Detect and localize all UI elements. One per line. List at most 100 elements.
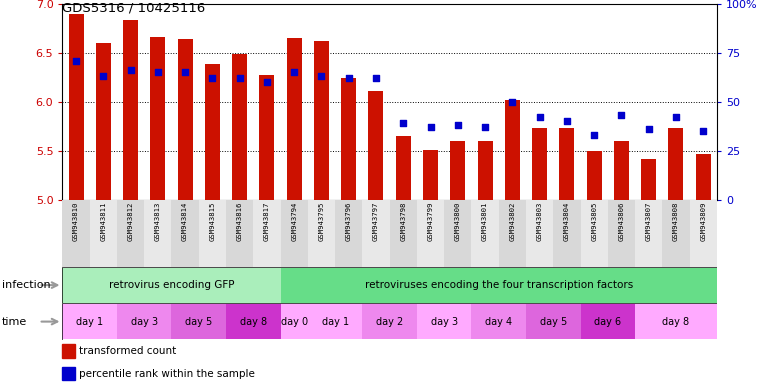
Text: GSM943809: GSM943809 (700, 202, 706, 241)
Text: GDS5316 / 10425116: GDS5316 / 10425116 (62, 2, 205, 15)
Bar (226, 304, 281, 339)
Text: retrovirus encoding GFP: retrovirus encoding GFP (109, 280, 234, 290)
Bar (368, 91, 384, 200)
Bar (151, 37, 165, 200)
Text: day 8: day 8 (240, 316, 267, 327)
Point (642, 126, 654, 132)
Text: GSM943804: GSM943804 (564, 202, 570, 241)
Text: day 3: day 3 (131, 316, 158, 327)
Text: GSM943811: GSM943811 (100, 202, 107, 241)
Bar (642, 159, 656, 200)
Bar (587, 151, 602, 200)
Text: retroviruses encoding the four transcription factors: retroviruses encoding the four transcrip… (365, 280, 633, 290)
Bar (362, 304, 417, 339)
Bar (281, 268, 717, 303)
Text: GSM943807: GSM943807 (645, 202, 651, 241)
Text: day 2: day 2 (376, 316, 403, 327)
Text: GSM943808: GSM943808 (673, 202, 679, 241)
Point (342, 75, 355, 81)
Bar (68, 14, 84, 200)
Text: GSM943799: GSM943799 (428, 202, 434, 241)
Text: transformed count: transformed count (79, 346, 177, 356)
Bar (396, 136, 411, 200)
Bar (526, 304, 581, 339)
Bar (335, 200, 362, 267)
Text: GSM943814: GSM943814 (182, 202, 188, 241)
Bar (417, 200, 444, 267)
Point (425, 124, 437, 130)
Text: day 3: day 3 (431, 316, 457, 327)
Text: day 6: day 6 (594, 316, 621, 327)
Bar (123, 20, 138, 200)
Text: GSM943796: GSM943796 (345, 202, 352, 241)
Bar (696, 154, 711, 200)
Point (97, 73, 110, 79)
Bar (635, 304, 717, 339)
Point (616, 113, 628, 119)
Bar (96, 43, 111, 200)
Bar (307, 304, 362, 339)
Text: GSM943803: GSM943803 (537, 202, 543, 241)
Point (452, 122, 464, 128)
Text: GSM943806: GSM943806 (619, 202, 625, 241)
Text: GSM943813: GSM943813 (154, 202, 161, 241)
Bar (90, 200, 117, 267)
Bar (608, 200, 635, 267)
Text: GSM943795: GSM943795 (318, 202, 324, 241)
Text: day 5: day 5 (540, 316, 567, 327)
Bar (417, 304, 471, 339)
Bar (478, 141, 492, 200)
Point (533, 114, 546, 121)
Text: GSM943817: GSM943817 (264, 202, 270, 241)
Point (561, 118, 573, 124)
Text: day 1: day 1 (76, 316, 103, 327)
Bar (689, 200, 717, 267)
Bar (307, 200, 335, 267)
Bar (171, 200, 199, 267)
Point (70, 58, 82, 64)
Bar (635, 200, 662, 267)
Bar (553, 200, 581, 267)
Point (288, 70, 301, 76)
Text: GSM943798: GSM943798 (400, 202, 406, 241)
Point (670, 114, 682, 121)
Point (697, 128, 709, 134)
Bar (62, 367, 75, 381)
Bar (581, 200, 608, 267)
Bar (498, 200, 526, 267)
Bar (526, 200, 553, 267)
Bar (662, 200, 689, 267)
Bar (471, 200, 498, 267)
Text: day 5: day 5 (185, 316, 212, 327)
Point (479, 124, 491, 130)
Text: GSM943810: GSM943810 (73, 202, 79, 241)
Point (397, 120, 409, 126)
Bar (581, 304, 635, 339)
Bar (314, 41, 329, 200)
Text: time: time (2, 316, 27, 327)
Bar (281, 304, 307, 339)
Text: GSM943805: GSM943805 (591, 202, 597, 241)
Point (588, 132, 600, 138)
Text: day 8: day 8 (662, 316, 689, 327)
Bar (171, 304, 226, 339)
Bar (62, 304, 117, 339)
Bar (341, 78, 356, 200)
Text: GSM943801: GSM943801 (482, 202, 488, 241)
Bar (390, 200, 417, 267)
Bar (232, 54, 247, 200)
Text: infection: infection (2, 280, 50, 290)
Text: GSM943797: GSM943797 (373, 202, 379, 241)
Text: day 1: day 1 (322, 316, 349, 327)
Point (179, 70, 191, 76)
Text: GSM943812: GSM943812 (128, 202, 134, 241)
Bar (362, 200, 390, 267)
Bar (505, 100, 520, 200)
Bar (451, 141, 465, 200)
Bar (287, 38, 301, 200)
Bar (281, 200, 307, 267)
Bar (199, 200, 226, 267)
Point (151, 70, 164, 76)
Point (206, 75, 218, 81)
Point (125, 67, 137, 73)
